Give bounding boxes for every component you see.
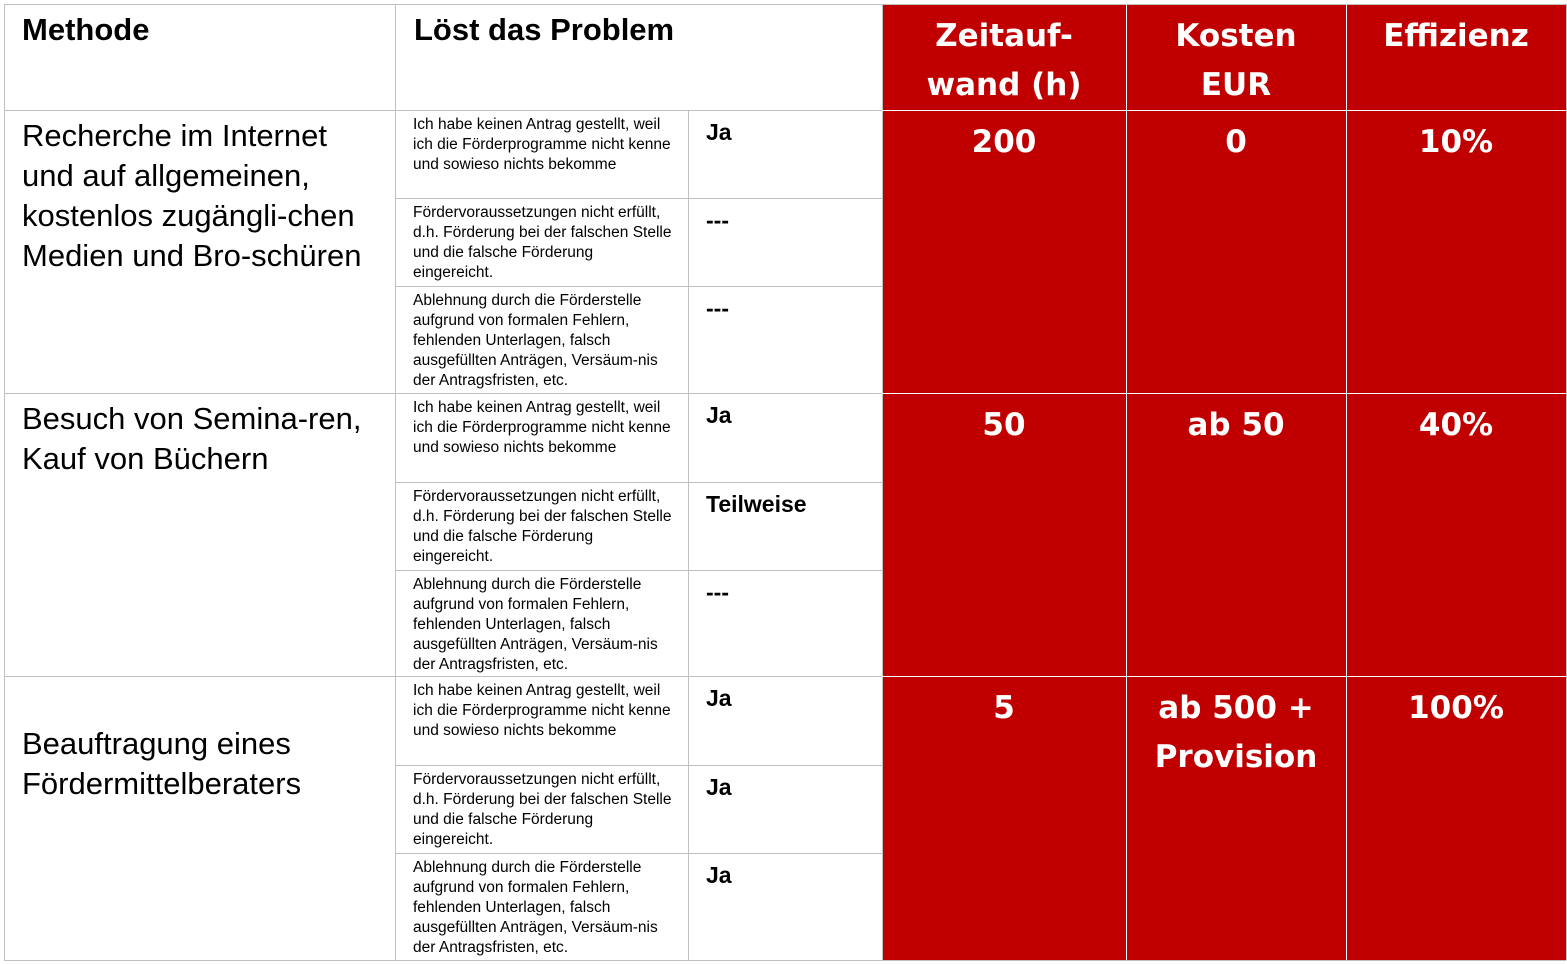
header-solves: Löst das Problem [414, 12, 675, 47]
header-efficiency: Effizienz [1346, 12, 1566, 61]
method-cell: Beauftragung eines Fördermittelberaters [22, 726, 302, 801]
efficiency-value: 100% [1346, 684, 1566, 733]
header-time: Zeitauf- wand (h) [882, 12, 1126, 110]
method-cell: Recherche im Internet und auf allgemeine… [22, 118, 362, 273]
grid-line [395, 570, 882, 571]
time-value: 5 [882, 684, 1126, 733]
problem-text: Fördervoraussetzungen nicht erfüllt, d.h… [413, 771, 672, 848]
problem-text: Ablehnung durch die Förderstelle aufgrun… [413, 859, 658, 956]
grid-line [395, 198, 882, 199]
answer-value: Ja [706, 402, 732, 428]
answer-value: Ja [706, 119, 732, 145]
problem-text: Fördervoraussetzungen nicht erfüllt, d.h… [413, 488, 672, 565]
problem-text: Ablehnung durch die Förderstelle aufgrun… [413, 576, 658, 673]
answer-value: --- [706, 207, 729, 233]
cost-value: ab 500 + Provision [1126, 684, 1346, 782]
grid-line [395, 765, 882, 766]
grid-line [4, 4, 5, 960]
answer-value: --- [706, 295, 729, 321]
answer-value: Ja [706, 862, 732, 888]
grid-line [4, 960, 1566, 961]
grid-line [882, 676, 1566, 677]
cost-value: ab 50 [1126, 401, 1346, 450]
grid-line [1126, 4, 1127, 960]
problem-text: Ich habe keinen Antrag gestellt, weil ic… [413, 682, 671, 739]
answer-value: Ja [706, 685, 732, 711]
method-cell: Besuch von Semina-ren, Kauf von Büchern [22, 401, 362, 476]
efficiency-value: 10% [1346, 118, 1566, 167]
grid-line [4, 676, 882, 677]
answer-value: Ja [706, 774, 732, 800]
answer-value: Teilweise [706, 491, 807, 517]
problem-text: Ich habe keinen Antrag gestellt, weil ic… [413, 399, 671, 456]
answer-value: --- [706, 579, 729, 605]
problem-text: Fördervoraussetzungen nicht erfüllt, d.h… [413, 204, 672, 281]
header-cost: Kosten EUR [1126, 12, 1346, 110]
grid-line [4, 393, 882, 394]
header-method: Methode [22, 12, 150, 47]
grid-line [4, 4, 1566, 5]
problem-text: Ich habe keinen Antrag gestellt, weil ic… [413, 116, 671, 173]
grid-line [4, 110, 882, 111]
grid-line [882, 393, 1566, 394]
grid-line [882, 4, 883, 960]
grid-line [882, 110, 1566, 111]
time-value: 50 [882, 401, 1126, 450]
grid-line [395, 482, 882, 483]
efficiency-value: 40% [1346, 401, 1566, 450]
grid-line [395, 853, 882, 854]
grid-line [1346, 4, 1347, 960]
cost-value: 0 [1126, 118, 1346, 167]
grid-line [688, 110, 689, 960]
time-value: 200 [882, 118, 1126, 167]
grid-line [395, 286, 882, 287]
problem-text: Ablehnung durch die Förderstelle aufgrun… [413, 292, 658, 389]
